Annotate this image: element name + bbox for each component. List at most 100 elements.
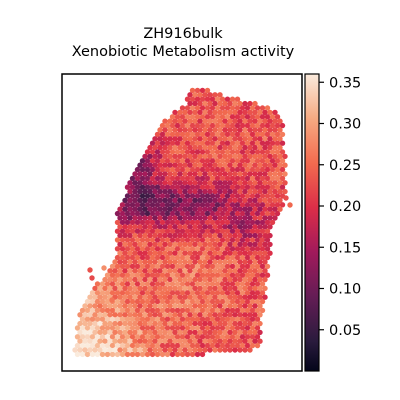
spot — [179, 149, 186, 155]
spot — [137, 224, 143, 230]
spot — [142, 294, 148, 300]
spot — [257, 259, 263, 265]
spot — [194, 281, 201, 287]
spot — [247, 338, 253, 344]
spot — [229, 96, 236, 102]
spot — [229, 246, 236, 252]
spot — [202, 276, 208, 283]
spot — [229, 307, 236, 314]
spot — [112, 303, 118, 309]
spot — [192, 320, 198, 327]
spot — [127, 250, 133, 256]
spot — [242, 127, 248, 133]
spot — [237, 285, 243, 292]
spot — [152, 215, 158, 221]
spot — [172, 224, 178, 230]
spot — [97, 338, 103, 344]
spot — [142, 188, 148, 195]
spot — [239, 281, 246, 287]
spot — [182, 197, 188, 204]
spot — [237, 144, 243, 151]
spot — [142, 197, 148, 204]
spot — [147, 171, 153, 177]
spot — [124, 281, 131, 287]
spot — [189, 87, 196, 94]
spot — [202, 171, 208, 177]
spot — [197, 285, 203, 292]
spot — [247, 312, 253, 318]
spot — [252, 276, 258, 283]
spot — [129, 272, 136, 278]
spot — [154, 202, 161, 208]
spot — [274, 140, 281, 146]
spot — [227, 109, 233, 116]
spot — [222, 188, 228, 195]
spot — [179, 105, 186, 111]
spot — [204, 316, 211, 322]
spot — [269, 131, 276, 138]
spot — [204, 166, 211, 173]
spot — [142, 153, 148, 160]
spot — [219, 149, 226, 155]
spot — [157, 232, 163, 239]
spot — [207, 188, 213, 195]
spot — [167, 162, 173, 168]
spot — [159, 281, 166, 287]
spot — [127, 206, 133, 212]
spot — [137, 347, 143, 353]
spot — [209, 131, 216, 138]
spot — [179, 184, 186, 190]
spot — [244, 334, 251, 340]
spot — [114, 342, 121, 349]
spot — [147, 144, 153, 151]
spot — [189, 140, 196, 146]
spot — [162, 329, 168, 336]
spot — [114, 281, 121, 287]
spot — [167, 285, 173, 292]
spot — [182, 338, 188, 344]
spot — [262, 162, 268, 168]
spot — [134, 202, 141, 208]
spot — [192, 171, 198, 177]
spot — [234, 131, 241, 138]
spot — [139, 351, 146, 358]
spot — [184, 193, 191, 199]
spot — [159, 325, 166, 331]
spot — [254, 263, 261, 270]
spot — [137, 162, 143, 168]
spot — [167, 136, 173, 142]
spot — [154, 158, 161, 164]
spot — [192, 127, 198, 133]
spot — [197, 329, 203, 336]
spot — [257, 153, 263, 160]
spot — [157, 329, 163, 336]
spot — [169, 193, 176, 199]
spot — [232, 347, 238, 353]
spot — [219, 193, 226, 199]
spot — [222, 127, 228, 133]
spot — [189, 307, 196, 314]
spot — [274, 149, 281, 155]
spot — [94, 351, 101, 358]
spot — [154, 219, 161, 226]
spot — [279, 175, 286, 182]
spot — [209, 105, 216, 111]
spot — [274, 175, 281, 182]
spot — [194, 158, 201, 164]
spot — [259, 281, 266, 287]
spot — [224, 122, 231, 129]
spot — [149, 193, 156, 199]
spot — [92, 294, 98, 300]
spot — [119, 298, 126, 305]
spot — [192, 294, 198, 300]
spot — [189, 342, 196, 349]
spot — [124, 246, 131, 252]
spot — [257, 276, 263, 283]
spot — [149, 202, 156, 208]
spot — [179, 140, 186, 146]
spot — [152, 241, 158, 248]
spot — [179, 158, 186, 164]
spot — [279, 140, 286, 146]
spot — [169, 272, 176, 278]
spot — [199, 184, 206, 190]
